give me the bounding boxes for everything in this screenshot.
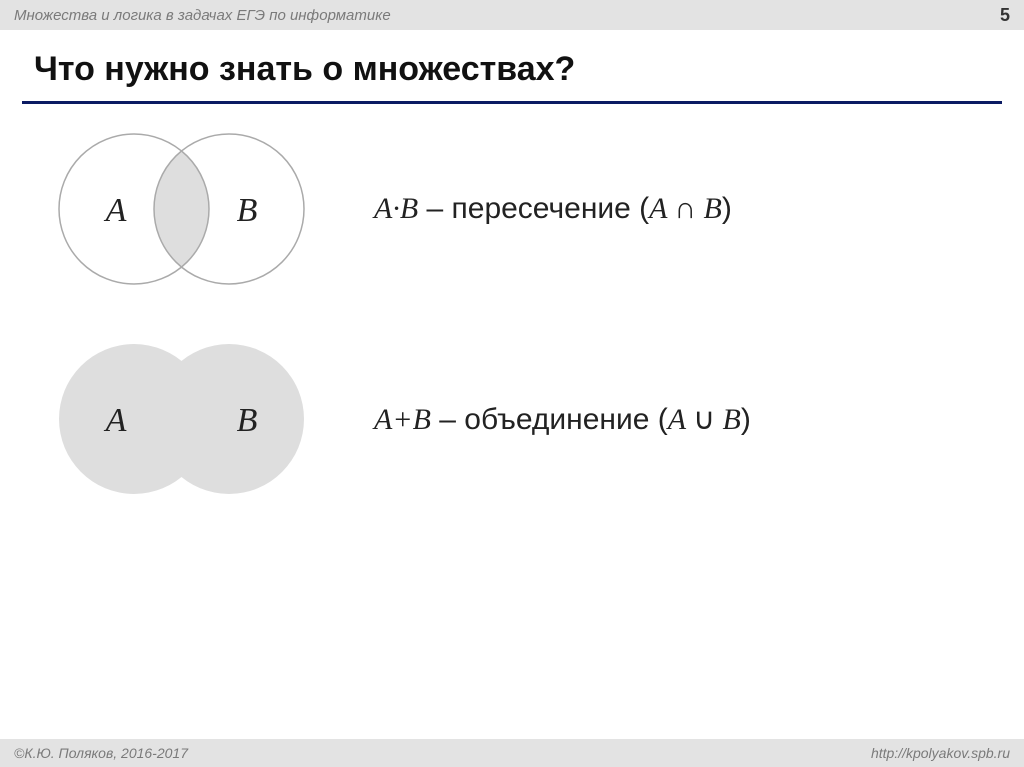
label-b: B xyxy=(237,192,258,229)
title-area: Что нужно знать о множествах? xyxy=(0,30,1024,95)
row-union: A B A+B – объединение (A ∪ B) xyxy=(34,334,990,504)
label-a: A xyxy=(104,192,127,229)
union-description: A+B – объединение (A ∪ B) xyxy=(374,402,751,437)
footer-bar: ©К.Ю. Поляков, 2016-2017 http://kpolyako… xyxy=(0,739,1024,767)
row-intersection: A B A·B – пересечение (A ∩ B) xyxy=(34,124,990,294)
footer-copyright: ©К.Ю. Поляков, 2016-2017 xyxy=(14,745,188,761)
footer-url: http://kpolyakov.spb.ru xyxy=(871,745,1010,761)
venn-union: A B xyxy=(34,334,324,504)
page-title: Что нужно знать о множествах? xyxy=(34,50,990,89)
doc-title: Множества и логика в задачах ЕГЭ по инфо… xyxy=(14,7,391,24)
header-bar: Множества и логика в задачах ЕГЭ по инфо… xyxy=(0,0,1024,30)
page-number: 5 xyxy=(1000,5,1010,26)
label-b: B xyxy=(237,402,258,439)
content: A B A·B – пересечение (A ∩ B) A B A+B – … xyxy=(0,104,1024,504)
venn-intersection: A B xyxy=(34,124,324,294)
label-a: A xyxy=(104,402,127,439)
intersection-description: A·B – пересечение (A ∩ B) xyxy=(374,192,732,226)
